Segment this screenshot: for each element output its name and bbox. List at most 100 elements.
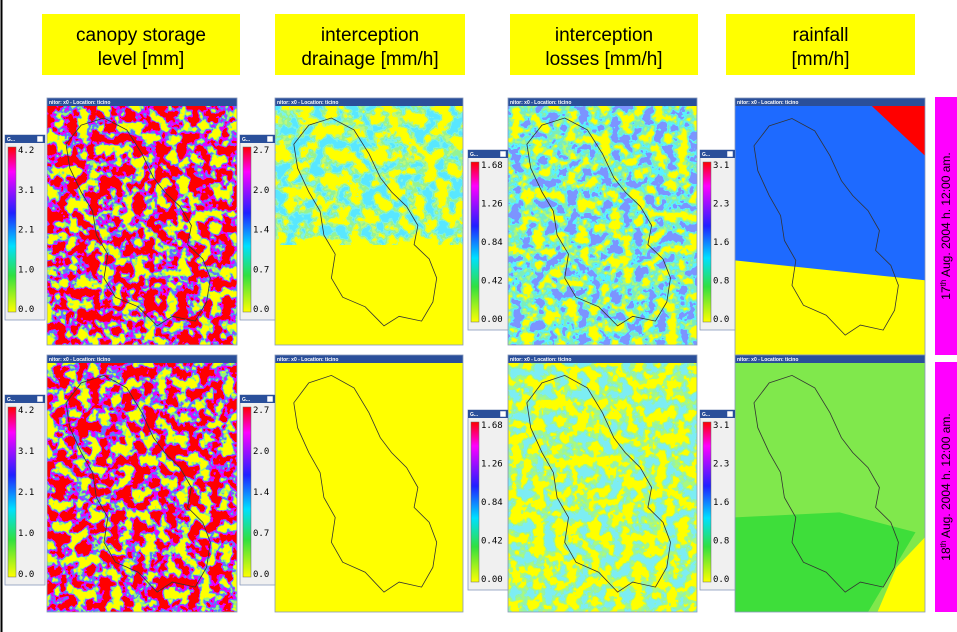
row-label-rest: Aug. 2004 h. 12:00 am. <box>939 413 953 540</box>
row-label-day: 17 <box>939 286 953 300</box>
legend-tick-label: 0.00 <box>481 315 503 325</box>
window-title: nitor: x0 - Location: ticino <box>49 100 110 106</box>
row-label-day: 18 <box>939 547 953 561</box>
legend-tick-label: 0.42 <box>481 537 503 547</box>
map <box>47 106 237 345</box>
legend-tick-label: 1.4 <box>253 226 269 236</box>
map <box>275 106 463 345</box>
row-label: 18th Aug. 2004 h. 12:00 am. <box>939 413 953 560</box>
legend-tick-label: 0.84 <box>481 498 503 508</box>
color-bar <box>471 162 479 322</box>
window-title: nitor: x0 - Location: ticino <box>277 100 338 106</box>
legend-tick-label: 1.26 <box>481 200 503 210</box>
window-title: G... <box>470 152 479 158</box>
map <box>275 363 463 612</box>
color-bar <box>471 422 479 582</box>
legend-icon <box>37 396 43 402</box>
legend-tick-label: 0.7 <box>253 529 269 539</box>
legend-tick-label: 0.7 <box>253 265 269 275</box>
legend-tick-label: 3.1 <box>18 447 34 457</box>
window-title: G... <box>7 397 16 403</box>
legend-tick-label: 1.6 <box>713 498 729 508</box>
window-title: G... <box>242 137 251 143</box>
map-raster <box>47 363 237 612</box>
panels: canopy storage level [mm] interception drai… <box>5 14 957 612</box>
page: canopy storage level [mm] interception drai… <box>0 0 957 632</box>
legend-icon <box>727 151 733 157</box>
legend-icon <box>267 396 273 402</box>
legend-tick-label: 0.0 <box>18 570 34 580</box>
color-bar <box>243 147 251 312</box>
legend-icon <box>37 136 43 142</box>
column-header: rainfall <box>793 25 849 46</box>
map-raster <box>508 363 697 612</box>
window-title: G... <box>702 412 711 418</box>
legend-tick-label: 0.84 <box>481 238 503 248</box>
map <box>47 363 237 612</box>
window-title: G... <box>702 152 711 158</box>
legend-tick-label: 2.7 <box>253 406 269 416</box>
window-title: G... <box>242 397 251 403</box>
legend-tick-label: 2.0 <box>253 447 269 457</box>
color-bar <box>8 147 16 312</box>
legend-tick-label: 3.1 <box>713 421 729 431</box>
row-label-suffix: th <box>939 280 948 287</box>
legend-tick-label: 1.6 <box>713 238 729 248</box>
legend-tick-label: 0.0 <box>253 570 269 580</box>
map <box>508 363 697 612</box>
legend-tick-label: 1.0 <box>18 529 34 539</box>
legend-tick-label: 1.0 <box>18 265 34 275</box>
legend-tick-label: 4.2 <box>18 406 34 416</box>
window-title: G... <box>7 137 16 143</box>
legend-icon <box>500 411 506 417</box>
legend-tick-label: 0.00 <box>481 575 503 585</box>
row-label: 17th Aug. 2004 h. 12:00 am. <box>939 152 953 299</box>
column-header: losses [mm/h] <box>545 49 662 70</box>
legend-tick-label: 2.7 <box>253 146 269 156</box>
legend-tick-label: 2.3 <box>713 460 729 470</box>
legend-tick-label: 1.26 <box>481 460 503 470</box>
map-raster <box>508 106 697 345</box>
legend-tick-label: 0.0 <box>18 305 34 315</box>
legend-tick-label: 0.8 <box>713 277 729 287</box>
color-bar <box>243 407 251 577</box>
legend-tick-label: 0.0 <box>713 575 729 585</box>
map <box>735 106 925 355</box>
column-header: interception <box>321 25 419 46</box>
legend-tick-label: 2.1 <box>18 226 34 236</box>
map-raster <box>47 106 237 345</box>
window-title: nitor: x0 - Location: ticino <box>49 357 110 363</box>
window-title: G... <box>470 412 479 418</box>
window-title: nitor: x0 - Location: ticino <box>277 357 338 363</box>
legend-icon <box>500 151 506 157</box>
map-base <box>275 363 463 612</box>
legend-tick-label: 4.2 <box>18 146 34 156</box>
column-header: [mm/h] <box>791 49 849 70</box>
map <box>508 106 697 345</box>
color-bar <box>8 407 16 577</box>
legend-tick-label: 2.1 <box>18 488 34 498</box>
column-header: level [mm] <box>98 49 185 70</box>
map <box>735 363 925 612</box>
window-title: nitor: x0 - Location: ticino <box>510 100 571 106</box>
legend-tick-label: 1.68 <box>481 421 503 431</box>
color-bar <box>703 162 711 322</box>
figure: canopy storage level [mm] interception drai… <box>0 0 957 632</box>
legend-tick-label: 2.0 <box>253 186 269 196</box>
legend-tick-label: 3.1 <box>713 161 729 171</box>
legend-tick-label: 1.68 <box>481 161 503 171</box>
legend-tick-label: 0.8 <box>713 537 729 547</box>
map-raster <box>275 106 463 245</box>
window-title: nitor: x0 - Location: ticino <box>737 357 798 363</box>
legend-icon <box>267 136 273 142</box>
column-header: canopy storage <box>76 25 206 46</box>
legend-icon <box>727 411 733 417</box>
legend-tick-label: 2.3 <box>713 200 729 210</box>
row-label-rest: Aug. 2004 h. 12:00 am. <box>939 152 953 279</box>
legend-tick-label: 0.42 <box>481 277 503 287</box>
legend-tick-label: 1.4 <box>253 488 269 498</box>
legend-tick-label: 0.0 <box>713 315 729 325</box>
column-header: drainage [mm/h] <box>301 49 438 70</box>
row-label-suffix: th <box>939 541 948 548</box>
legend-tick-label: 3.1 <box>18 186 34 196</box>
